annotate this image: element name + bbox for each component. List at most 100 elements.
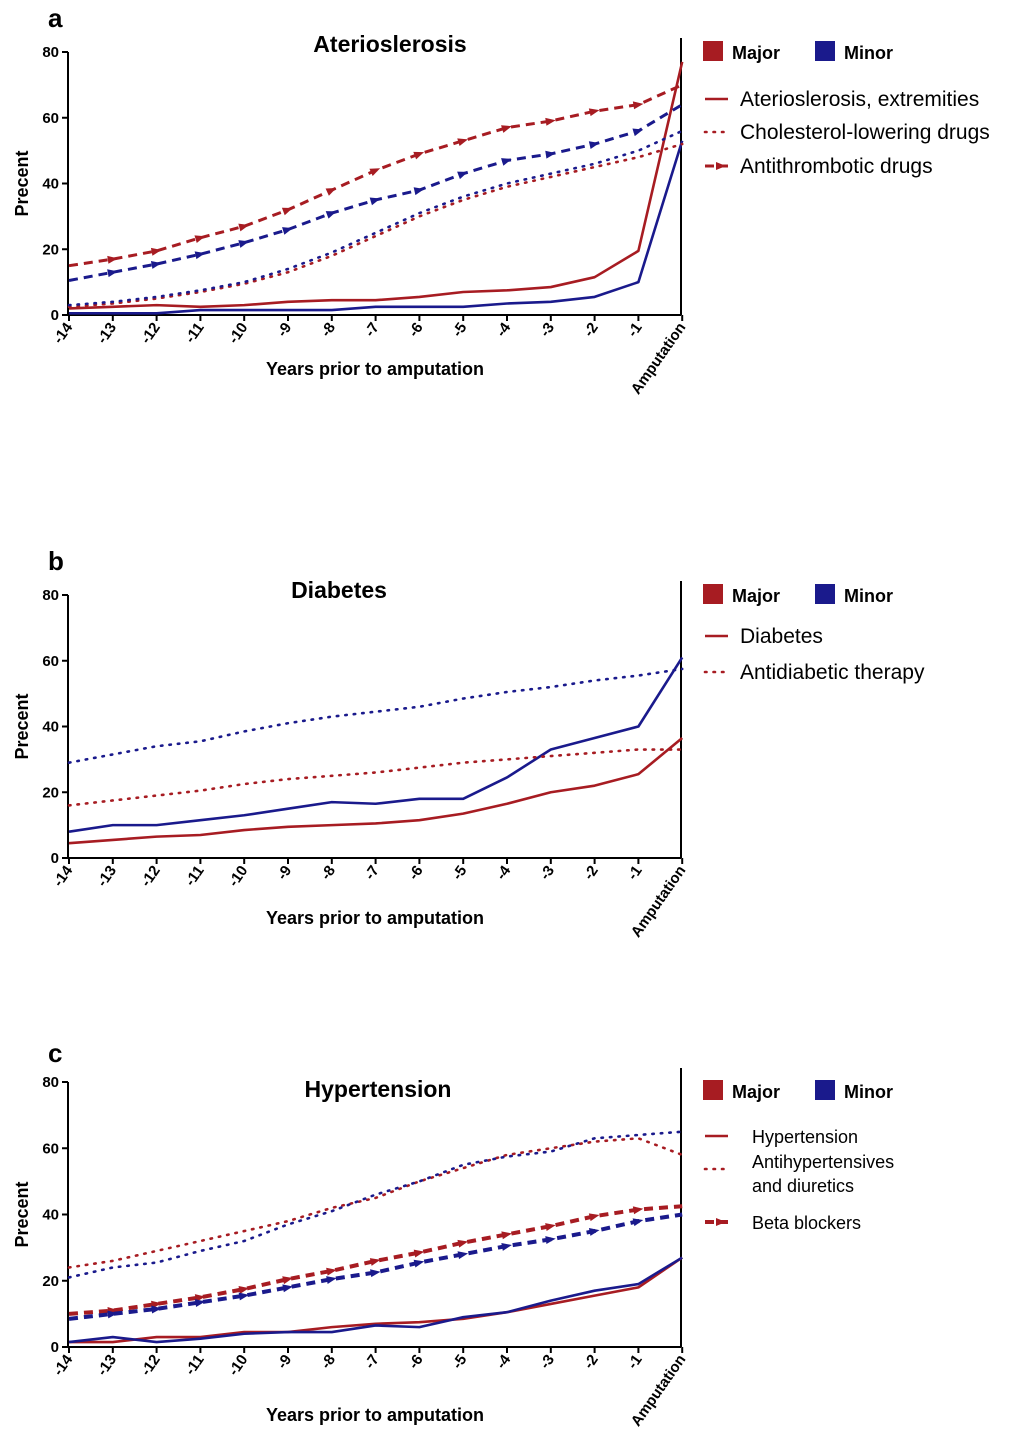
- data-marker: [238, 240, 250, 248]
- data-marker: [282, 1276, 293, 1285]
- y-tick-label: 0: [51, 1339, 59, 1356]
- x-tick-label: -10: [225, 320, 251, 348]
- chart-title: Aterioslerosis: [313, 31, 466, 57]
- x-tick-label: -11: [182, 1352, 208, 1379]
- x-tick-label: -5: [449, 320, 471, 341]
- data-marker: [413, 1259, 425, 1268]
- x-tick-label: -11: [182, 863, 208, 890]
- series-minor-dashed: [68, 103, 683, 282]
- y-tick-label: 20: [42, 241, 59, 258]
- legend-swatch-major: [703, 584, 723, 604]
- series-minor-solid: [68, 1256, 683, 1344]
- legend-style-label: Antidiabetic therapy: [740, 661, 925, 684]
- panel-letter: c: [48, 1038, 62, 1068]
- x-tick-label: -12: [138, 863, 164, 891]
- data-marker: [588, 141, 600, 150]
- x-axis-label: Years prior to amputation: [266, 1405, 484, 1425]
- x-tick-label: -8: [317, 1352, 339, 1373]
- series-major-solid: [68, 61, 684, 310]
- x-tick-label: -3: [536, 320, 558, 341]
- data-marker: [326, 1276, 337, 1284]
- x-tick-label: -4: [493, 319, 515, 340]
- legend-swatch-major: [703, 41, 723, 61]
- data-marker: [457, 138, 468, 147]
- data-marker: [281, 207, 293, 216]
- data-marker: [369, 168, 381, 177]
- data-marker: [238, 1286, 250, 1294]
- legend-group-label: Minor: [844, 1082, 893, 1102]
- series-minor-solid: [69, 140, 684, 315]
- series-major-solid: [68, 737, 684, 845]
- data-marker: [107, 1310, 118, 1319]
- x-tick-label: -3: [536, 1352, 558, 1373]
- x-tick-label: -2: [580, 320, 602, 341]
- data-marker: [457, 1239, 469, 1248]
- legend-style-label: Hypertension: [752, 1127, 858, 1147]
- data-marker: [588, 1228, 600, 1236]
- x-tick-label: -6: [405, 863, 427, 884]
- series-minor-dotted: [67, 1130, 684, 1279]
- y-tick-label: 60: [42, 110, 59, 127]
- series-major-dotted: [67, 748, 684, 807]
- data-marker: [150, 261, 162, 269]
- x-tick-label: -3: [536, 863, 558, 884]
- x-tick-label: -4: [493, 862, 515, 883]
- legend-group-label: Major: [732, 586, 780, 606]
- x-tick-label: -13: [94, 320, 120, 348]
- data-marker: [194, 235, 206, 244]
- data-marker: [501, 1242, 512, 1251]
- x-tick-label: -6: [405, 1352, 427, 1373]
- legend-marker: [716, 162, 726, 170]
- legend-group-label: Major: [732, 1082, 780, 1102]
- x-tick-label: -9: [274, 320, 296, 341]
- legend-marker: [716, 1218, 726, 1226]
- data-marker: [238, 223, 250, 232]
- y-tick-label: 0: [51, 307, 59, 324]
- series-minor-dotted: [67, 667, 684, 764]
- data-marker: [632, 1218, 644, 1227]
- y-tick-label: 20: [42, 784, 59, 801]
- x-tick-label: -6: [405, 320, 427, 341]
- x-tick-label: -11: [182, 320, 208, 347]
- data-marker: [326, 1267, 337, 1276]
- y-tick-label: 60: [42, 653, 59, 670]
- series-minor-dotted: [67, 129, 684, 307]
- x-axis-label: Years prior to amputation: [266, 359, 484, 379]
- legend-swatch-minor: [815, 1080, 835, 1100]
- y-tick-label: 80: [42, 44, 59, 61]
- series-major-dotted: [67, 142, 684, 309]
- data-marker: [588, 108, 600, 117]
- x-tick-label: -2: [580, 863, 602, 884]
- x-tick-label: -13: [94, 1352, 120, 1380]
- legend-style-label: Beta blockers: [752, 1213, 861, 1233]
- legend-swatch-minor: [815, 41, 835, 61]
- x-tick-label: -1: [624, 1352, 646, 1373]
- data-marker: [325, 188, 337, 196]
- legend-style-label: Antithrombotic drugs: [740, 155, 933, 178]
- x-tick-label: -7: [361, 863, 383, 884]
- data-marker: [457, 1251, 469, 1260]
- data-marker: [413, 151, 425, 160]
- y-tick-label: 0: [51, 850, 59, 867]
- y-axis-label: Precent: [12, 150, 32, 216]
- x-tick-label: -12: [138, 320, 164, 348]
- x-tick-label: -10: [225, 1352, 251, 1380]
- data-marker: [457, 171, 468, 180]
- legend-style-label: Cholesterol-lowering drugs: [740, 121, 990, 144]
- data-marker: [501, 125, 512, 133]
- legend-style-label: Diabetes: [740, 625, 823, 648]
- y-tick-label: 20: [42, 1273, 59, 1290]
- x-tick-label: -2: [580, 1352, 602, 1373]
- data-marker: [238, 1292, 250, 1301]
- data-marker: [545, 1236, 556, 1245]
- legend-style-label: Aterioslerosis, extremities: [740, 88, 979, 111]
- series-minor-solid: [68, 656, 684, 833]
- data-marker: [151, 1305, 162, 1314]
- x-tick-label: -13: [94, 863, 120, 891]
- data-marker: [632, 1206, 644, 1215]
- x-tick-label: -1: [624, 863, 646, 884]
- x-tick-label: -5: [449, 863, 471, 884]
- data-marker: [545, 1223, 556, 1231]
- x-tick-label: -9: [274, 863, 296, 884]
- data-marker: [282, 1284, 293, 1293]
